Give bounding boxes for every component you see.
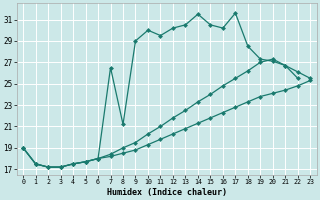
X-axis label: Humidex (Indice chaleur): Humidex (Indice chaleur) <box>107 188 227 197</box>
